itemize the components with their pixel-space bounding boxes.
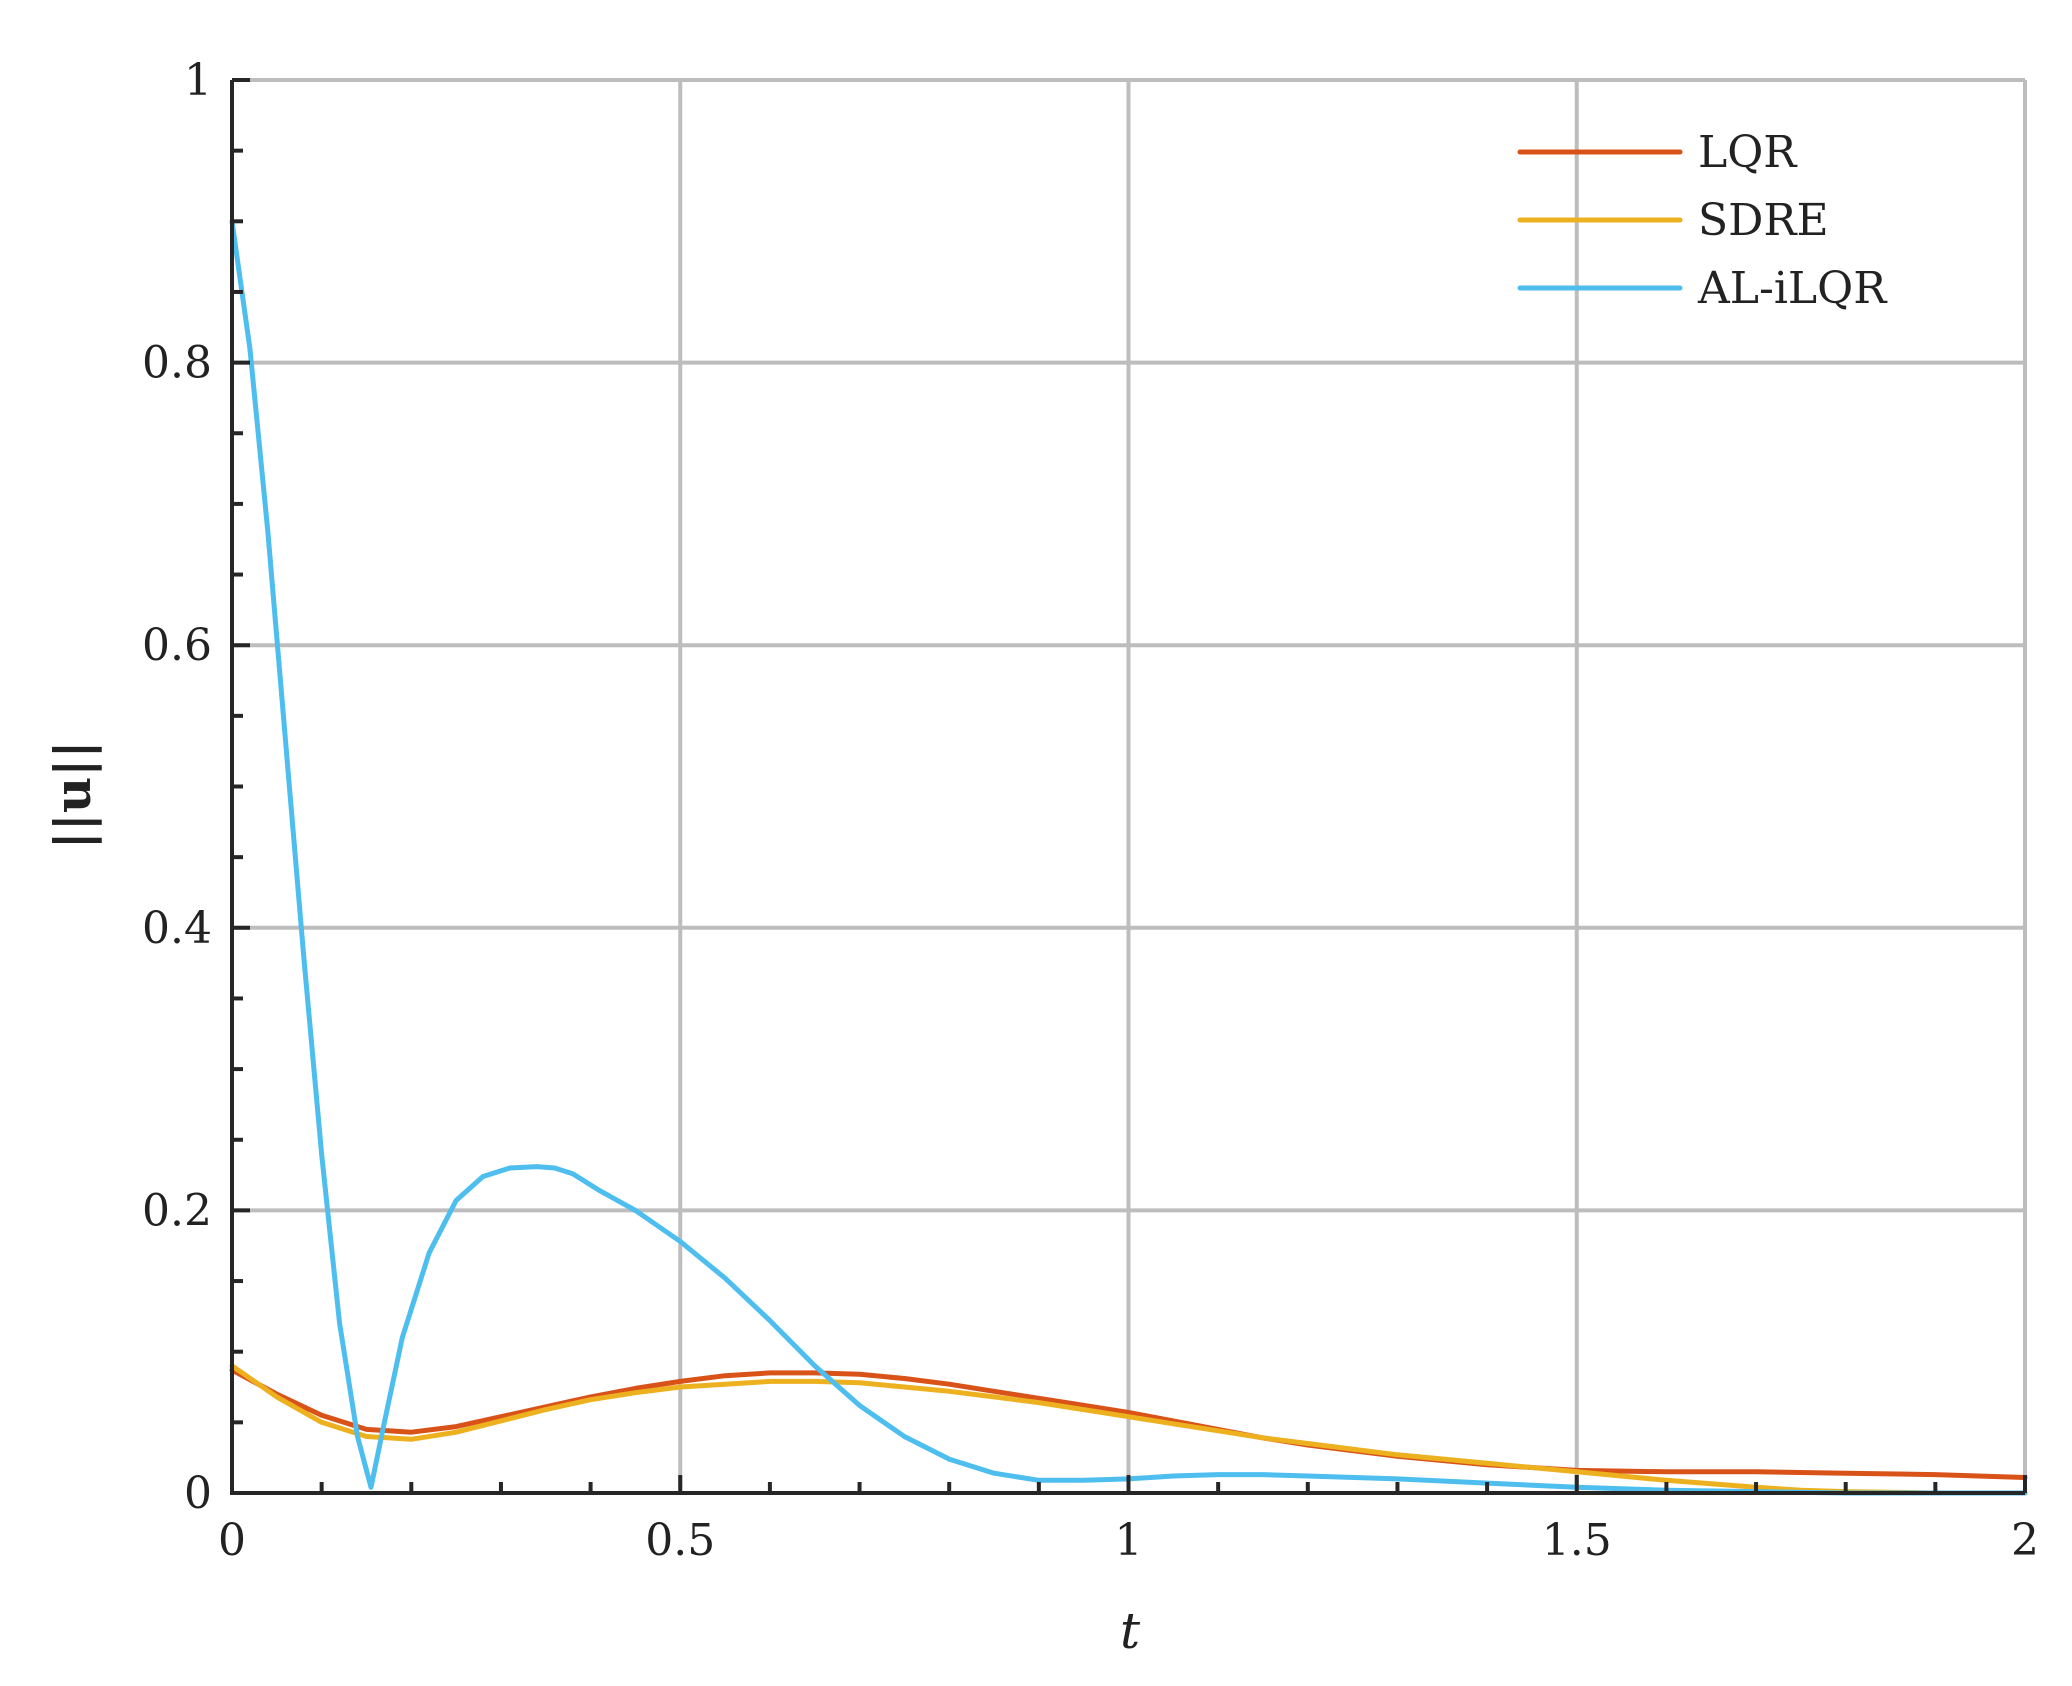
x-tick-label: 1	[1115, 1515, 1143, 1566]
x-axis-label: t	[1120, 1602, 1141, 1660]
y-tick-label: 0	[184, 1468, 212, 1519]
y-tick-label: 0.8	[142, 338, 212, 389]
legend-label: AL-iLQR	[1697, 263, 1888, 314]
y-tick-label: 0.4	[142, 903, 212, 954]
legend-label: LQR	[1698, 127, 1798, 178]
y-axis-label: ||u||	[43, 740, 103, 849]
x-tick-label: 1.5	[1542, 1515, 1612, 1566]
y-tick-label: 0.6	[142, 620, 212, 671]
legend-label: SDRE	[1698, 195, 1829, 246]
x-tick-label: 0	[218, 1515, 246, 1566]
series-line-al-ilqr	[229, 218, 2028, 1496]
y-tick-label: 0.2	[142, 1185, 212, 1236]
series-lines	[229, 218, 2028, 1496]
legend: LQR SDRE AL-iLQR	[1517, 127, 1888, 314]
x-tick-label: 2	[2011, 1515, 2039, 1566]
y-tick-label: 1	[184, 55, 212, 106]
axes: 0 0.5 1 1.5 2 0 0.2 0.4 0.6 0.8 1	[142, 55, 2039, 1566]
x-tick-label: 0.5	[645, 1515, 715, 1566]
series-line-sdre	[229, 1363, 2028, 1496]
